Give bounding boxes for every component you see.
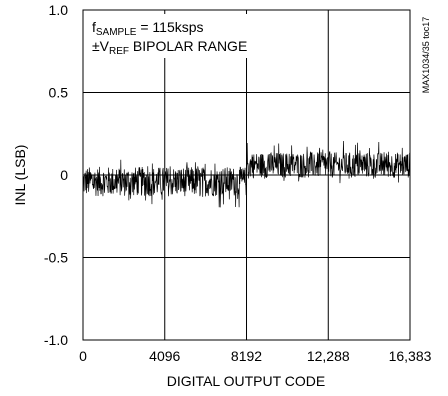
y-tick-label: 0 [60,167,68,183]
x-tick-label: 0 [79,348,87,364]
range-text: BIPOLAR RANGE [129,38,247,54]
fsample-subscript: SAMPLE [96,27,137,38]
x-tick-label: 16,383 [389,348,432,364]
inl-series-1 [82,159,247,208]
y-tick-label: 1.0 [49,2,69,18]
x-axis-title: DIGITAL OUTPUT CODE [167,373,325,389]
range-annotation: ±VREF BIPOLAR RANGE [92,38,247,57]
y-tick-label: 0.5 [49,85,69,101]
annotation-box: fSAMPLE = 115ksps ±VREF BIPOLAR RANGE [87,14,257,58]
y-tick-label: -0.5 [44,250,68,266]
y-tick-label: -1.0 [44,332,68,348]
figure-code: MAX1034/35 toc17 [421,17,431,94]
inl-trace [82,141,411,208]
tick-labels: 0 4096 8192 12,288 16,383 1.0 0.5 0 -0.5 -1.0 [44,2,432,364]
vref-subscript: REF [109,46,129,57]
inl-series-2 [246,141,411,184]
y-axis-title: INL (LSB) [12,145,28,206]
figure-code-box: MAX1034/35 toc17 [419,14,432,93]
x-tick-label: 12,288 [307,348,350,364]
fsample-value: = 115ksps [136,19,203,35]
sample-rate-annotation: fSAMPLE = 115ksps [92,19,204,38]
vref-prefix: ±V [92,38,110,54]
x-tick-label: 4096 [149,348,180,364]
fsample-prefix: f [92,19,96,35]
x-tick-label: 8192 [231,348,262,364]
